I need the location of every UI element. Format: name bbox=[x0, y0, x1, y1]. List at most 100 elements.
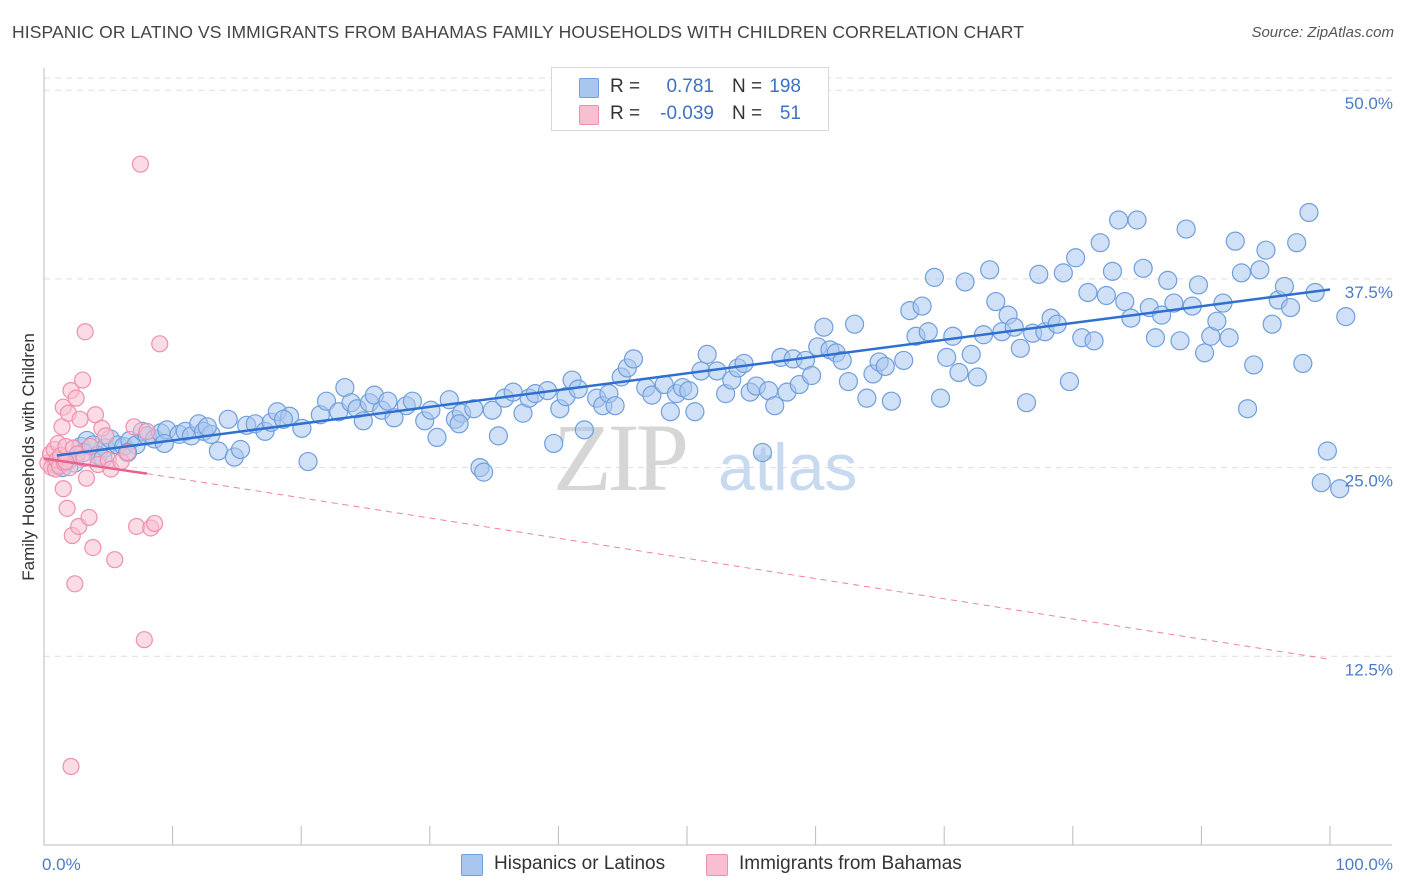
hispanic-point bbox=[1170, 331, 1190, 351]
stats-row-bahamas: R = -0.039 N = 51 bbox=[552, 101, 828, 127]
hispanic-point bbox=[1311, 473, 1331, 493]
hispanic-point bbox=[752, 442, 773, 463]
watermark: ZIP atlas bbox=[553, 404, 857, 511]
chart-title: HISPANIC OR LATINO VS IMMIGRANTS FROM BA… bbox=[12, 22, 1024, 42]
hispanic-point bbox=[488, 426, 509, 446]
y-axis-label: Family Households with Children bbox=[19, 333, 38, 581]
bahamas-point bbox=[106, 551, 124, 569]
n-value: 51 bbox=[779, 103, 801, 124]
hispanic-point bbox=[1280, 297, 1301, 318]
bahamas-point bbox=[131, 155, 150, 173]
y-tick-label: 12.5% bbox=[1345, 660, 1393, 679]
bahamas-points bbox=[39, 155, 169, 776]
bottom-legend: Hispanics or Latinos Immigrants from Bah… bbox=[0, 850, 1406, 880]
hispanic-point bbox=[838, 371, 859, 392]
hispanic-point bbox=[1053, 263, 1073, 283]
hispanic-swatch bbox=[579, 78, 599, 98]
hispanic-point bbox=[273, 409, 294, 429]
hispanic-legend-swatch bbox=[461, 854, 483, 876]
hispanic-point bbox=[605, 396, 625, 416]
watermark-atlas: atlas bbox=[718, 430, 857, 504]
hispanic-point bbox=[218, 409, 238, 429]
hispanic-point bbox=[1010, 338, 1030, 358]
legend-label: Hispanics or Latinos bbox=[494, 853, 666, 874]
hispanic-point bbox=[924, 267, 944, 287]
hispanic-point bbox=[1084, 331, 1104, 351]
hispanic-point bbox=[918, 322, 938, 342]
y-tick-label: 25.0% bbox=[1345, 472, 1393, 491]
hispanic-point bbox=[930, 388, 951, 408]
legend-label: Immigrants from Bahamas bbox=[739, 853, 962, 874]
stats-legend: R = 0.781 N = 198 R = -0.039 N = 51 bbox=[551, 67, 829, 131]
hispanic-point bbox=[1299, 202, 1319, 223]
pink-trend-extension bbox=[146, 473, 1331, 660]
hispanic-point bbox=[316, 391, 337, 411]
r-value: -0.039 bbox=[660, 103, 714, 124]
n-value: 198 bbox=[769, 76, 801, 97]
hispanic-point bbox=[814, 317, 834, 337]
hispanic-point bbox=[967, 367, 987, 387]
bahamas-legend-swatch bbox=[706, 854, 728, 876]
n-label: N = bbox=[732, 103, 763, 124]
hispanic-point bbox=[421, 400, 441, 420]
hispanic-point bbox=[986, 291, 1006, 312]
hispanic-point bbox=[881, 391, 902, 411]
hispanic-point bbox=[1262, 314, 1282, 334]
hispanic-point bbox=[1237, 399, 1258, 419]
hispanic-point bbox=[574, 420, 594, 440]
hispanic-point bbox=[1188, 275, 1209, 295]
r-label: R = bbox=[610, 103, 641, 124]
hispanic-point bbox=[1274, 276, 1295, 297]
hispanic-point bbox=[679, 381, 699, 401]
hispanic-point bbox=[230, 439, 251, 460]
r-label: R = bbox=[610, 76, 641, 97]
hispanic-point bbox=[765, 396, 785, 416]
chart-source: Source: ZipAtlas.com bbox=[1251, 24, 1394, 41]
hispanic-point bbox=[1176, 219, 1196, 239]
hispanic-point bbox=[503, 382, 523, 402]
bahamas-point bbox=[138, 422, 156, 440]
hispanic-point bbox=[949, 362, 969, 383]
hispanic-point bbox=[1293, 353, 1313, 374]
bahamas-point bbox=[67, 389, 85, 407]
hispanic-point bbox=[1256, 240, 1276, 260]
n-label: N = bbox=[732, 76, 763, 97]
hispanic-point bbox=[980, 260, 1000, 280]
hispanic-point bbox=[427, 427, 447, 448]
watermark-zip: ZIP bbox=[553, 404, 686, 511]
hispanic-point bbox=[894, 350, 914, 371]
hispanic-point bbox=[1244, 355, 1264, 375]
bahamas-point bbox=[76, 323, 94, 341]
hispanic-point bbox=[961, 344, 981, 364]
hispanic-point bbox=[1127, 210, 1147, 230]
bahamas-point bbox=[54, 480, 72, 498]
bahamas-point bbox=[135, 631, 153, 649]
hispanic-point bbox=[1090, 233, 1110, 253]
trend-lines bbox=[43, 288, 1331, 475]
hispanic-point bbox=[1225, 231, 1245, 251]
hispanic-point bbox=[1004, 317, 1024, 337]
hispanic-point bbox=[1336, 307, 1356, 327]
bahamas-point bbox=[97, 427, 115, 445]
hispanic-point bbox=[1029, 264, 1049, 284]
hispanic-points bbox=[46, 202, 1356, 499]
hispanic-point bbox=[1207, 311, 1227, 331]
hispanic-point bbox=[1317, 441, 1337, 461]
hispanic-point bbox=[937, 347, 957, 367]
hispanic-point bbox=[1066, 248, 1086, 268]
hispanic-point bbox=[801, 365, 822, 386]
hispanic-point bbox=[955, 272, 975, 292]
hispanic-point bbox=[685, 402, 705, 422]
hispanic-point bbox=[482, 400, 502, 420]
hispanic-point bbox=[1133, 258, 1153, 278]
hispanic-point bbox=[197, 417, 217, 437]
r-value: 0.781 bbox=[666, 76, 714, 97]
hispanic-point bbox=[449, 414, 469, 434]
bahamas-point bbox=[62, 757, 80, 776]
hispanic-point bbox=[1164, 293, 1184, 313]
bahamas-point bbox=[145, 514, 164, 533]
hispanic-point bbox=[857, 388, 877, 408]
bahamas-point bbox=[58, 499, 76, 517]
hispanic-point bbox=[660, 402, 680, 422]
hispanic-point bbox=[1078, 282, 1098, 303]
